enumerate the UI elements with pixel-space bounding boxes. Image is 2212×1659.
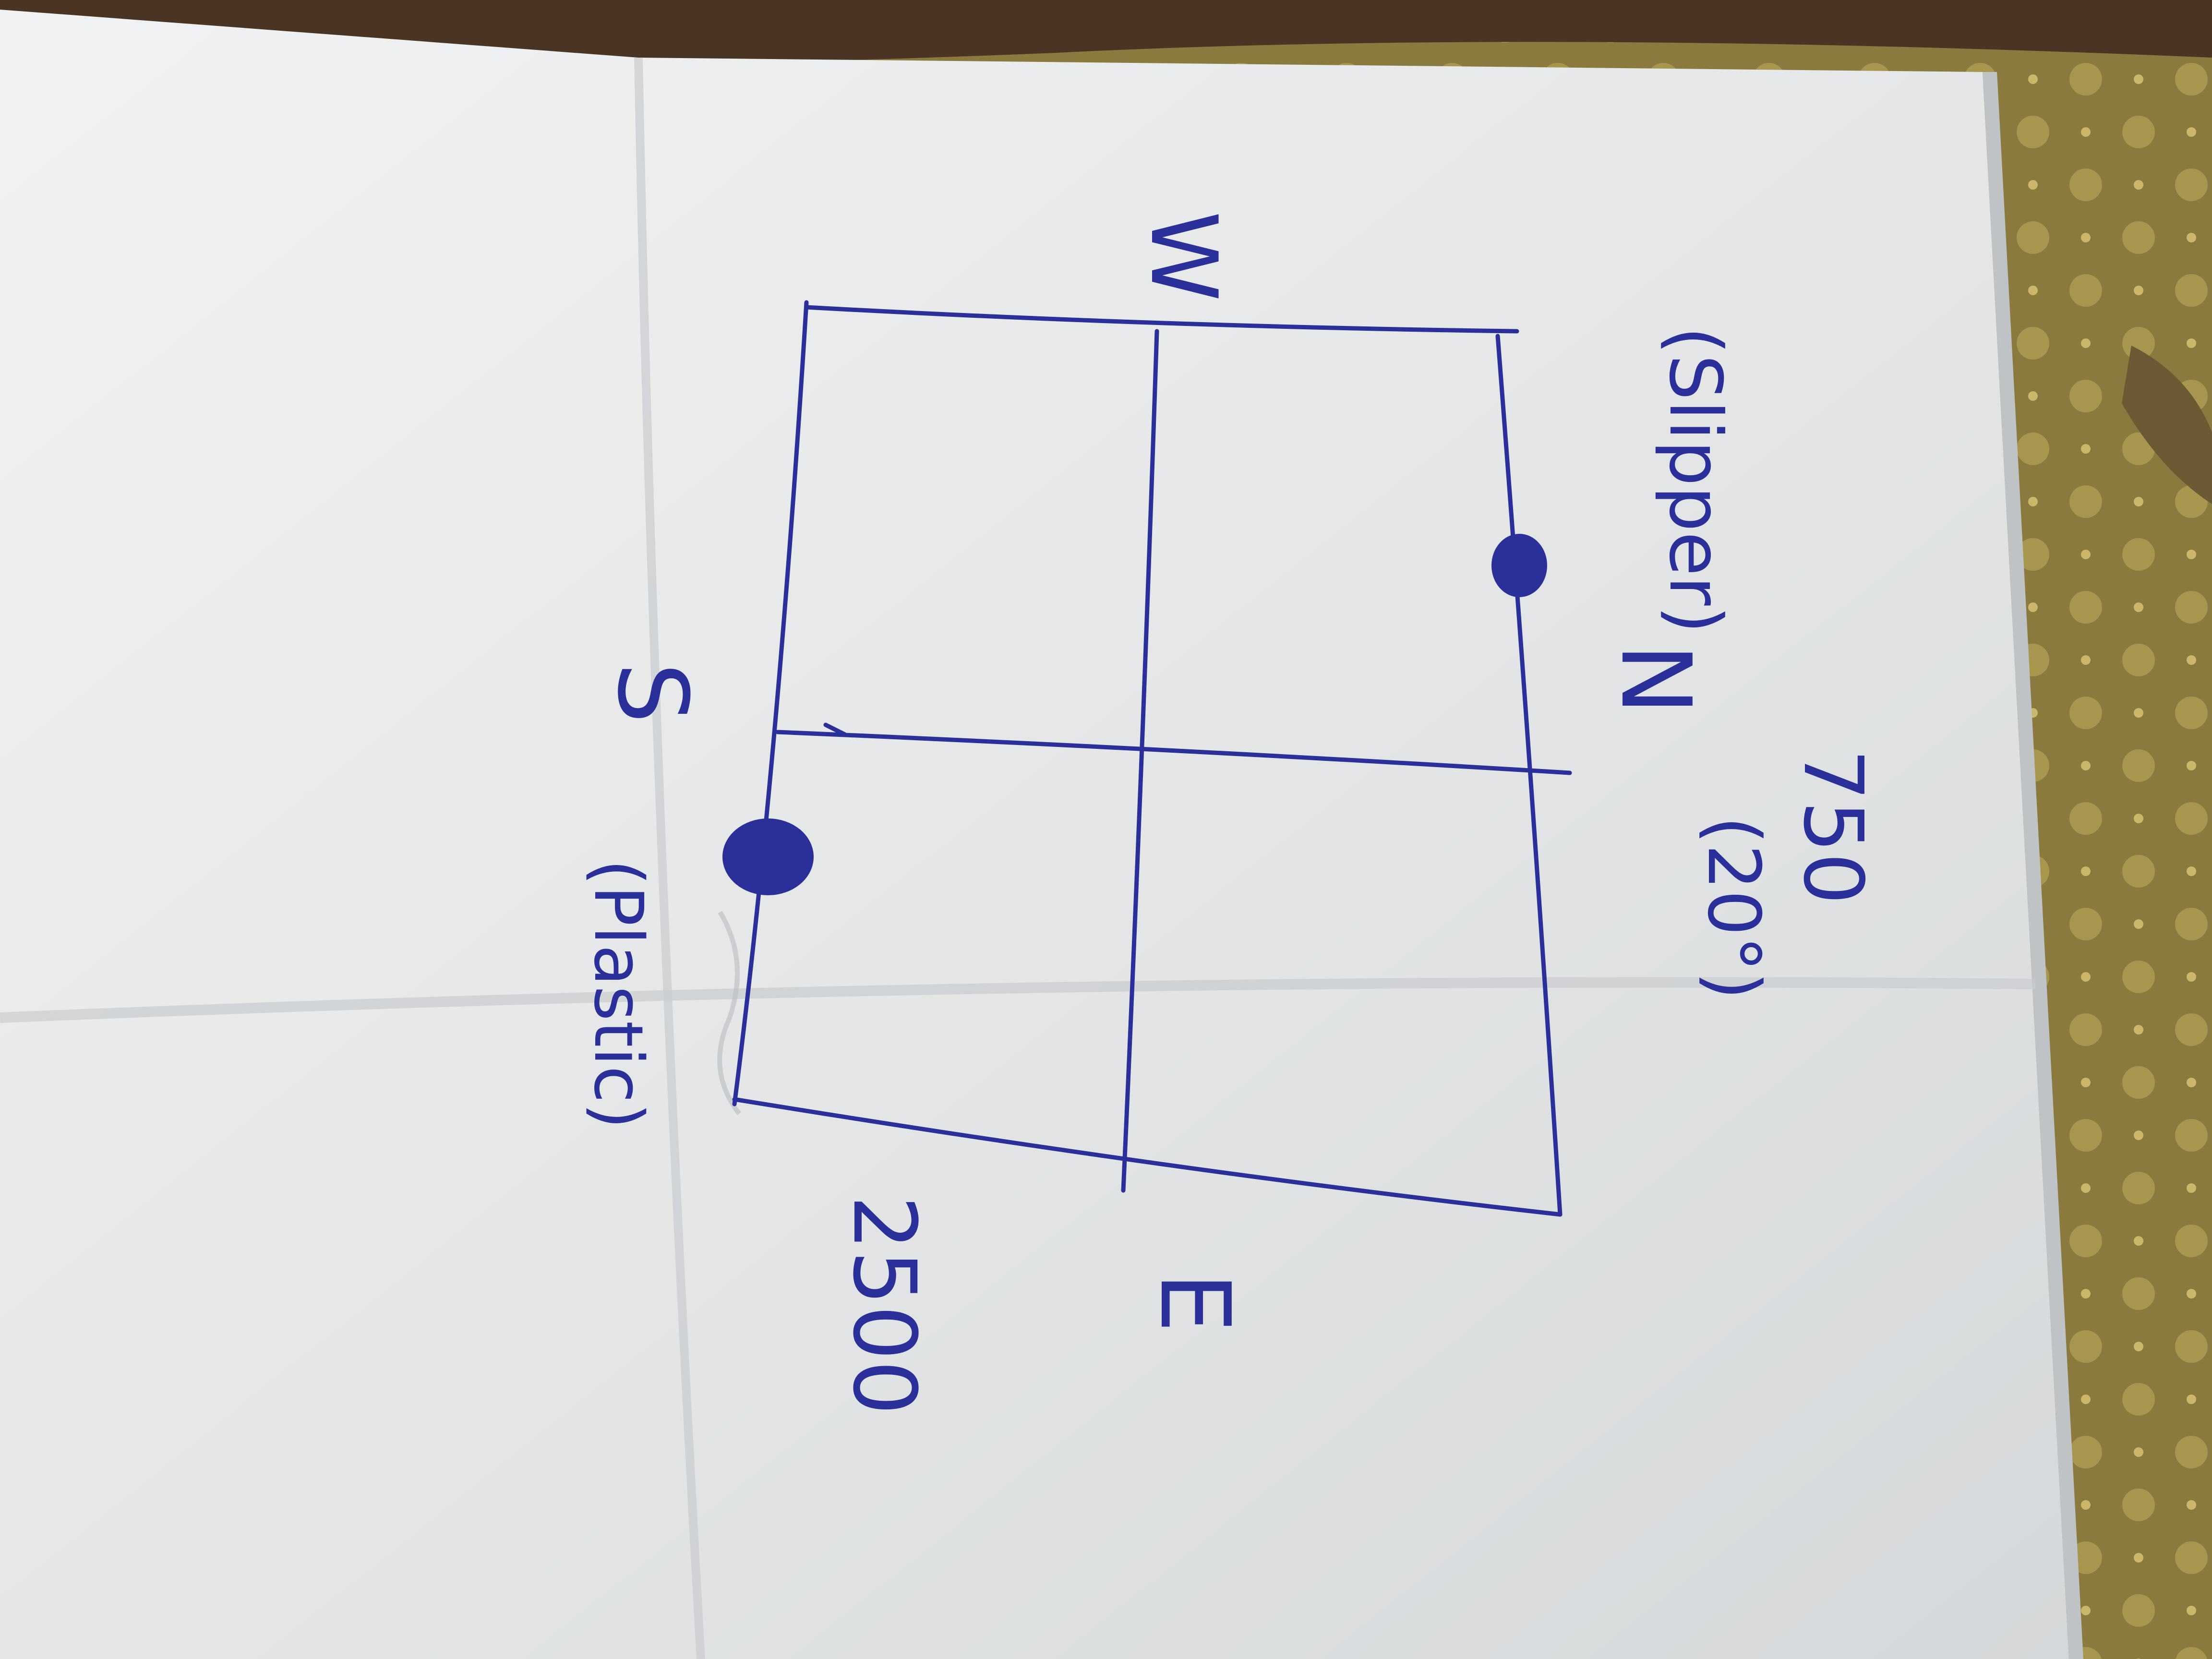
rect-bottom-edge	[732, 1097, 1563, 1217]
paper-edge-shadow	[1983, 72, 2083, 1659]
annotation-top-value: 750	[1785, 749, 1880, 904]
paper-sheet	[0, 10, 2069, 1659]
label-south: S	[596, 662, 708, 723]
divider-horizontal	[775, 730, 1572, 775]
paper-fold-vertical	[634, 57, 705, 1659]
paper-crumple	[717, 911, 741, 1116]
dark-fabric	[0, 0, 2212, 66]
annotation-top-material: (Slipper)	[1653, 326, 1737, 634]
plastic-dot	[722, 818, 814, 895]
paper-fold-horizontal	[0, 977, 2036, 1023]
annotation-bottom-value: 2500	[834, 1195, 934, 1415]
annotation-top-angle: (20°)	[1692, 816, 1775, 1000]
divider-tick	[823, 722, 847, 737]
label-west: W	[1130, 211, 1237, 301]
rect-left-edge	[732, 300, 809, 1106]
divider-vertical	[1121, 329, 1159, 1193]
label-east: E	[1139, 1272, 1250, 1333]
annotation-bottom-material: (Plastic)	[579, 859, 657, 1129]
sketch-diagram	[732, 300, 1572, 1217]
leaf-shape	[2122, 346, 2212, 504]
slipper-dot	[1491, 534, 1547, 597]
rect-top-edge	[804, 305, 1519, 334]
label-north: N	[1599, 643, 1711, 715]
